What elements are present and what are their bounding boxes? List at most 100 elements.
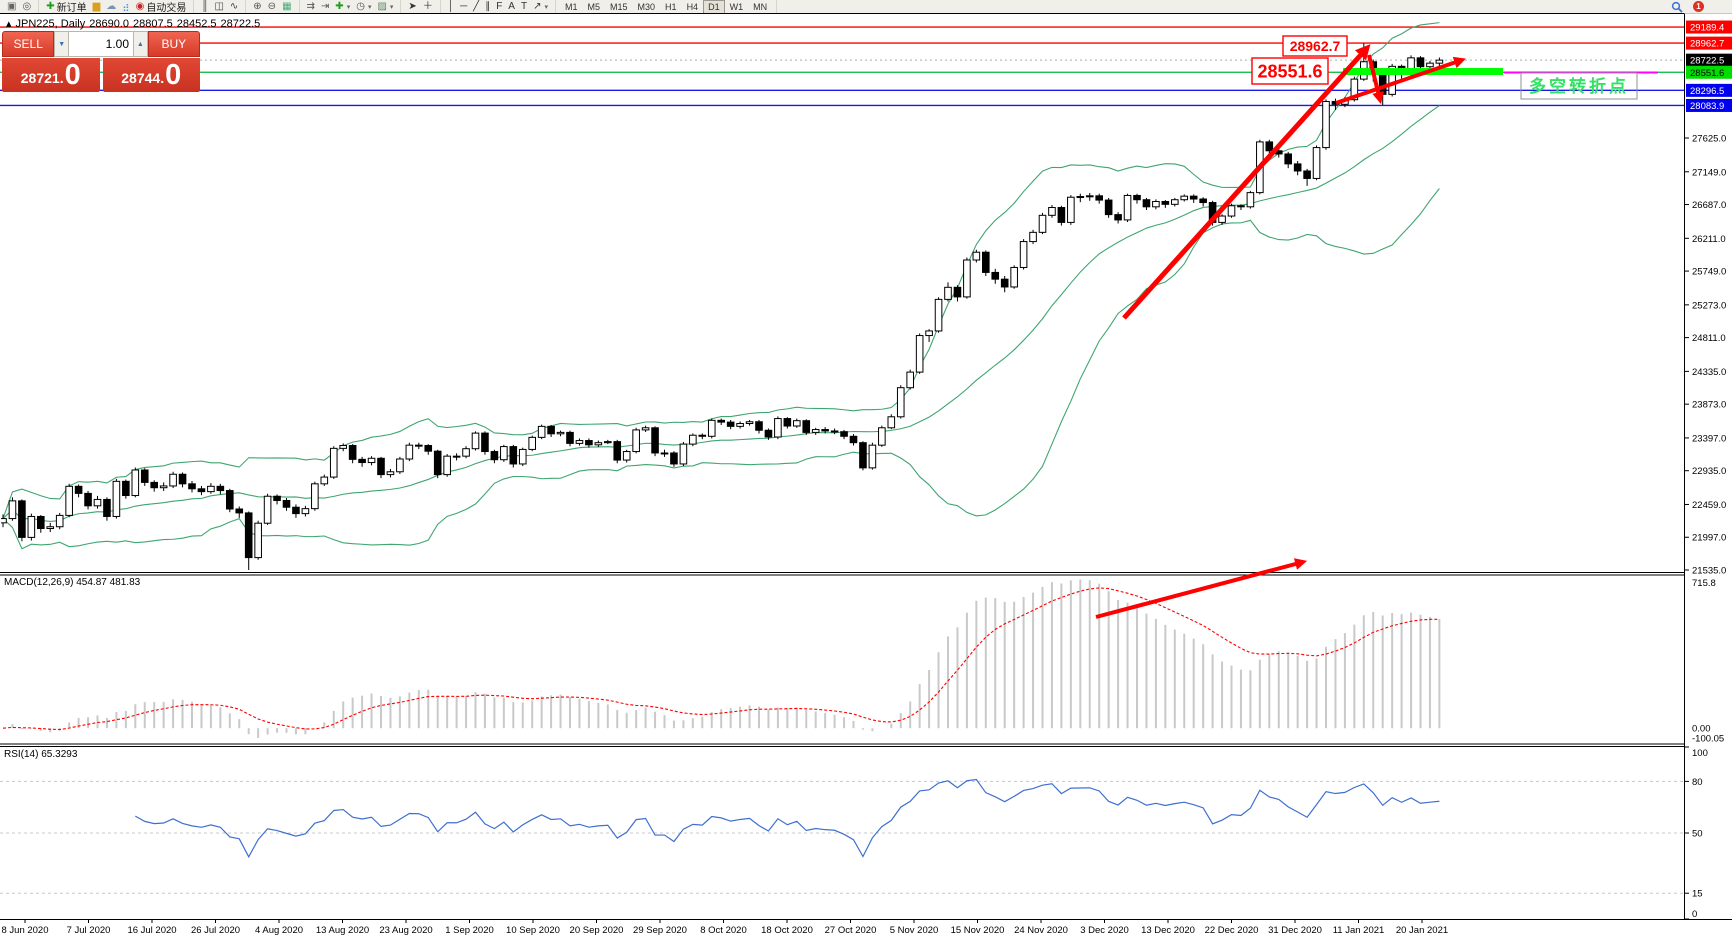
- timeframe-h1[interactable]: H1: [665, 1, 677, 12]
- ohlc-low: 28452.5: [176, 18, 217, 30]
- candle-chart-icon[interactable]: ◫: [211, 1, 226, 13]
- pane-borders: [0, 13, 1732, 920]
- candles: [1, 43, 1444, 571]
- svg-text:27625.0: 27625.0: [1692, 134, 1726, 145]
- timeframe-m30[interactable]: M30: [637, 1, 656, 12]
- chart-window-icon[interactable]: ▣: [4, 1, 19, 13]
- trendline-icon[interactable]: ╱: [470, 1, 482, 13]
- svg-text:26687.0: 26687.0: [1692, 200, 1726, 211]
- buy-button[interactable]: BUY: [147, 31, 200, 57]
- chart-shift-icon[interactable]: ⇥: [318, 1, 332, 13]
- note-box-turning-point[interactable]: 多空转折点: [1520, 72, 1638, 100]
- cursor-icon: ➤: [408, 0, 417, 12]
- macd-trend-arrow[interactable]: [1095, 558, 1308, 619]
- templates-button[interactable]: ▨ ▾: [374, 1, 396, 13]
- timeframe-w1[interactable]: W1: [729, 1, 744, 12]
- svg-text:24335.0: 24335.0: [1692, 367, 1726, 378]
- svg-text:50: 50: [1692, 829, 1703, 840]
- rsi-level-lines: [0, 780, 1684, 894]
- bar-chart-icon: ║: [201, 0, 209, 12]
- sell-button[interactable]: SELL: [2, 31, 55, 57]
- sell-price-display[interactable]: 28721. 0: [2, 58, 100, 92]
- price-annotation-label[interactable]: 28551.6: [1251, 57, 1329, 85]
- zoom-in-icon[interactable]: ⊕: [250, 1, 264, 13]
- macd-signal-line: [2, 587, 1440, 731]
- svg-text:22935.0: 22935.0: [1692, 466, 1726, 477]
- bar-chart-icon[interactable]: ║: [198, 1, 211, 13]
- volume-input[interactable]: [69, 31, 133, 57]
- svg-text:13 Dec 2020: 13 Dec 2020: [1141, 925, 1195, 936]
- cursor-icon[interactable]: ➤: [405, 1, 419, 13]
- timeframe-m1[interactable]: M1: [564, 1, 578, 12]
- history-center-icon[interactable]: ▆: [90, 1, 104, 13]
- new-order-button[interactable]: ✚ 新订单: [43, 0, 89, 15]
- line-chart-icon[interactable]: ∿: [227, 1, 241, 13]
- zoom-out-icon: ⊖: [267, 0, 277, 12]
- price-axis[interactable]: 27625.0 27149.0 26687.0 26211.0 25749.0 25273…: [1684, 20, 1732, 577]
- svg-text:5 Nov 2020: 5 Nov 2020: [890, 925, 939, 936]
- periods-button-dropdown-icon[interactable]: ▾: [367, 3, 372, 11]
- crosshair-icon[interactable]: ＋: [420, 1, 436, 13]
- toolbar-group: │ ─ ╱ ∥ F A T ↗ ▾: [441, 0, 556, 13]
- buy-price-big-digit: 0: [165, 59, 182, 91]
- periods-button[interactable]: ◷ ▾: [353, 1, 374, 13]
- volume-decrease-button[interactable]: ▼: [54, 31, 69, 57]
- timeframe-m15[interactable]: M15: [610, 1, 628, 12]
- label-icon[interactable]: T: [518, 1, 530, 13]
- svg-text:23 Aug 2020: 23 Aug 2020: [379, 925, 432, 936]
- new-order-button: ✚: [46, 0, 55, 12]
- market-watch-icon[interactable]: ◎: [19, 1, 34, 13]
- channel-icon[interactable]: ∥: [482, 1, 493, 13]
- trend-arrows[interactable]: [1122, 44, 1466, 320]
- price-annotation-label[interactable]: 28962.7: [1282, 35, 1348, 57]
- arrows-icon: ↗: [533, 0, 542, 12]
- toolbar-group: ⇉ ⇥ ✚ ▾ ◷ ▾ ▨ ▾: [300, 0, 402, 13]
- search-icon[interactable]: [1671, 1, 1683, 13]
- svg-text:7 Jul 2020: 7 Jul 2020: [67, 925, 111, 936]
- rsi-indicator-label: RSI(14) 65.3293: [4, 749, 78, 760]
- arrows-icon-dropdown-icon[interactable]: ▾: [544, 3, 548, 11]
- time-axis[interactable]: 8 Jun 2020 7 Jul 2020 16 Jul 2020 26 Jul 20…: [1, 919, 1448, 937]
- vertical-line-icon[interactable]: │: [445, 1, 457, 13]
- new-order-button-label: 新订单: [56, 3, 87, 14]
- signal-icon: ⣴: [122, 0, 130, 12]
- templates-button-dropdown-icon[interactable]: ▾: [389, 3, 394, 11]
- svg-text:18 Oct 2020: 18 Oct 2020: [761, 925, 813, 936]
- collapse-icon[interactable]: ▴: [6, 18, 12, 30]
- svg-text:0: 0: [1692, 909, 1697, 920]
- timeframe-mn[interactable]: MN: [753, 1, 768, 12]
- svg-text:25749.0: 25749.0: [1692, 267, 1726, 278]
- indicators-button[interactable]: ✚ ▾: [332, 1, 353, 13]
- signal-icon[interactable]: ⣴: [119, 1, 132, 13]
- horizontal-level-lines[interactable]: [0, 26, 1684, 107]
- timeframe-h4[interactable]: H4: [686, 1, 699, 12]
- rsi-axis: 100 80 50 15 0: [1684, 746, 1708, 920]
- history-center-icon: ▆: [92, 0, 101, 12]
- ohlc-high: 28807.5: [133, 18, 173, 30]
- cloud-icon[interactable]: ☁: [103, 1, 119, 13]
- timeframe-m5[interactable]: M5: [587, 1, 601, 12]
- text-icon[interactable]: A: [505, 1, 518, 13]
- zoom-out-icon[interactable]: ⊖: [265, 1, 279, 13]
- auto-scroll-icon[interactable]: ⇉: [304, 1, 318, 13]
- bollinger-bands: [2, 22, 1440, 550]
- market-watch-icon: ◎: [22, 0, 32, 12]
- svg-text:28296.5: 28296.5: [1690, 86, 1724, 97]
- label-icon: T: [520, 0, 528, 12]
- fibonacci-icon[interactable]: F: [493, 1, 505, 13]
- buy-price-display[interactable]: 28744. 0: [102, 58, 200, 92]
- svg-text:11 Jan 2021: 11 Jan 2021: [1333, 925, 1385, 936]
- tile-windows-icon[interactable]: ▦: [279, 1, 294, 13]
- notifications-badge-icon[interactable]: 1: [1693, 1, 1704, 12]
- svg-text:28551.6: 28551.6: [1690, 68, 1724, 79]
- indicators-button-dropdown-icon[interactable]: ▾: [346, 3, 351, 11]
- symbol-period-label: JPN225, Daily: [15, 18, 86, 30]
- sell-price-main: 28721.: [20, 70, 64, 86]
- autotrading-button[interactable]: ◉ 自动交易: [133, 1, 190, 15]
- svg-text:多空转折点: 多空转折点: [1529, 76, 1629, 96]
- horizontal-line-icon[interactable]: ─: [457, 1, 470, 13]
- volume-increase-button[interactable]: ▲: [133, 31, 148, 57]
- arrows-icon[interactable]: ↗ ▾: [530, 1, 551, 13]
